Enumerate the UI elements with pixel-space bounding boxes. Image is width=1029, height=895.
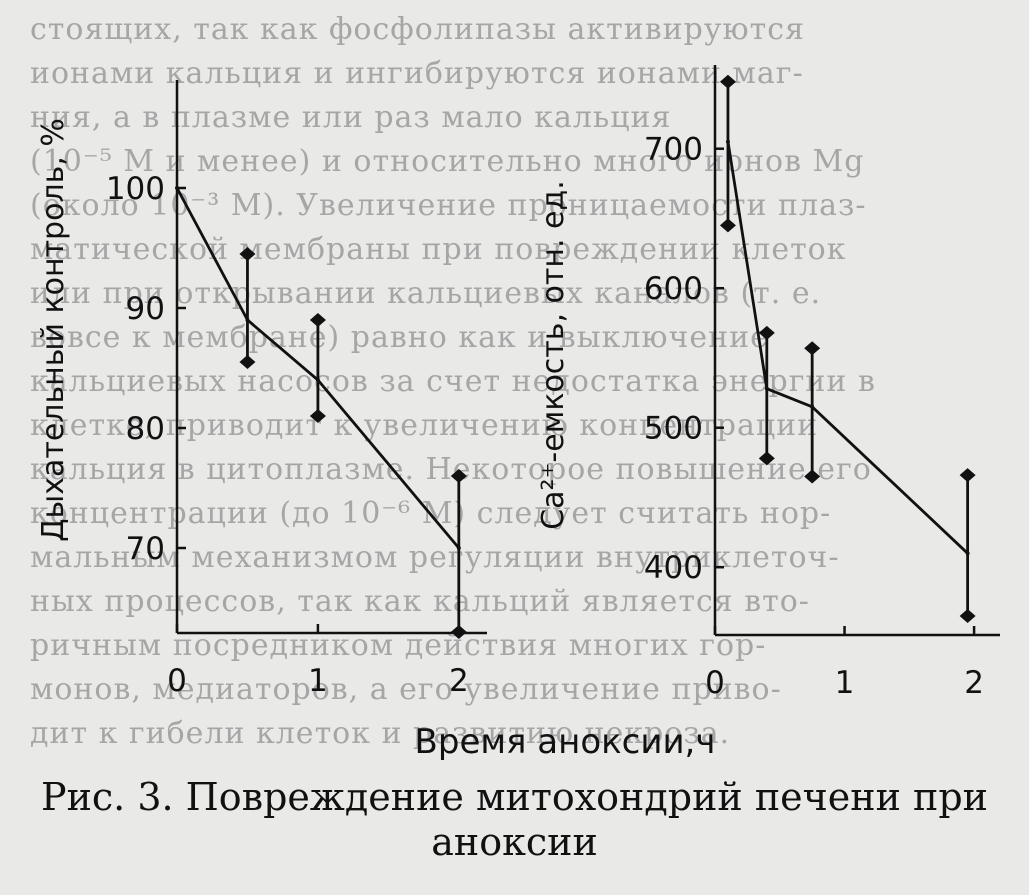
- x-tick-label: 2: [964, 665, 984, 701]
- x-axis-label: Время аноксии,ч: [415, 722, 716, 762]
- y-tick-label: 700: [644, 132, 703, 168]
- background-text-line: дит к гибели клеток и развитию некроза.: [30, 716, 731, 751]
- error-bar-cap: [309, 409, 326, 423]
- background-text-line: клетке, приводит к увеличению концентрац…: [30, 408, 819, 443]
- y-axis-label: Дыхательный контроль, %: [36, 118, 71, 542]
- series-line: [726, 141, 969, 555]
- error-bar-cap: [450, 469, 467, 483]
- x-tick-label: 0: [705, 665, 725, 701]
- chart-respiratory-control: 70 80 90 100 0 1 2 Дыхательный контроль, %: [36, 80, 487, 699]
- error-bar-cap: [239, 355, 256, 369]
- x-tick-label: 1: [308, 663, 328, 699]
- x-tick-label: 2: [449, 663, 469, 699]
- error-bar-cap: [804, 469, 821, 484]
- background-text-line: (10⁻⁵ М и менее) и относительно много ио…: [30, 144, 865, 179]
- background-text-line: матической мембраны при повреждении клет…: [30, 232, 847, 267]
- error-bar-cap: [450, 625, 467, 639]
- background-text-line: вовсе к мембране) равно как и выключение: [30, 320, 769, 355]
- data-point: [175, 186, 179, 190]
- background-text-line: ных процессов, так как кальций является …: [30, 584, 810, 619]
- series-line: [175, 187, 460, 549]
- x-tick-label: 1: [835, 665, 855, 701]
- background-text-line: или при открывании кальциевых каналов (т…: [30, 276, 822, 311]
- error-bar-cap: [804, 341, 821, 356]
- error-bar-cap: [959, 468, 976, 483]
- y-tick-label: 90: [126, 291, 165, 327]
- y-tick-label: 500: [644, 411, 703, 447]
- y-tick-label: 70: [126, 531, 165, 567]
- figure-caption-line-2: аноксии: [431, 820, 598, 864]
- background-text-line: концентрации (до 10⁻⁶ М) следует считать…: [30, 496, 832, 531]
- y-tick-label: 80: [126, 411, 165, 447]
- x-tick-label: 0: [167, 663, 187, 699]
- y-axis-label: Ca²⁺-емкость, отн. ед.: [536, 180, 571, 530]
- figure-caption-line-1: Рис. 3. Повреждение митохондрий печени п…: [41, 775, 988, 819]
- background-text-line: кальциевых насосов за счет недостатка эн…: [30, 364, 876, 399]
- error-bar-cap: [758, 451, 775, 466]
- error-bar-cap: [719, 74, 736, 89]
- error-bar-cap: [719, 218, 736, 233]
- error-bar-cap: [758, 325, 775, 340]
- background-text-line: (около 10⁻³ М). Увеличение проницаемости…: [30, 188, 867, 223]
- error-bar-cap: [309, 313, 326, 327]
- background-text-line: ния, а в плазме или раз мало кальция: [30, 100, 672, 135]
- error-bar-cap: [239, 247, 256, 261]
- y-tick-label: 400: [644, 550, 703, 586]
- y-tick-label: 100: [106, 171, 165, 207]
- background-text-line: монов, медиаторов, а его увеличение прив…: [30, 672, 782, 707]
- background-text-line: мальным механизмом регуляции внутриклето…: [30, 540, 840, 575]
- background-text-line: ионами кальция и ингибируются ионами маг…: [30, 56, 804, 91]
- chart-calcium-capacity: 400 500 600 700 0 1 2 Ca²⁺-емкость, отн. ед.: [536, 65, 1000, 701]
- y-tick-label: 600: [644, 271, 703, 307]
- background-text-line: стоящих, так как фосфолипазы активируютс…: [30, 12, 805, 47]
- error-bar-cap: [959, 609, 976, 624]
